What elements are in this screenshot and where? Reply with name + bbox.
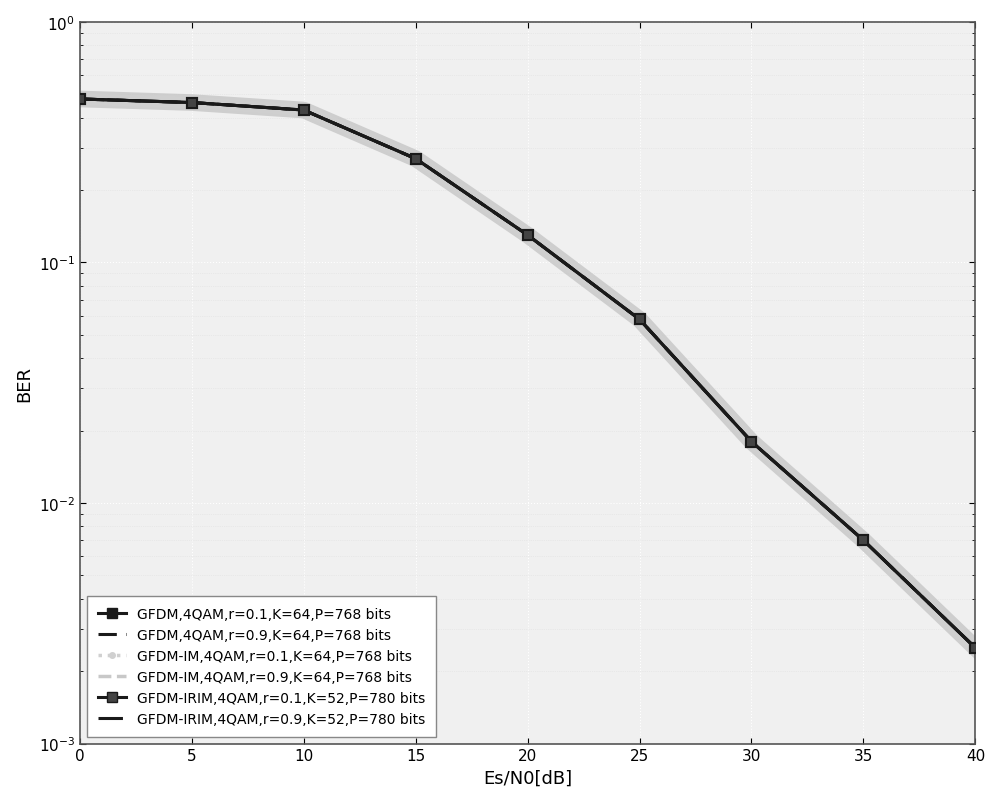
GFDM,4QAM,r=0.9,K=64,P=768 bits (745, 437, 757, 447)
GFDM-IRIM,4QAM,r=0.1,K=52,P=780 bits (74, 95, 86, 104)
X-axis label: Es/N0[dB]: Es/N0[dB] (483, 769, 572, 787)
GFDM,4QAM,r=0.1,K=64,P=768 bits (186, 99, 198, 108)
GFDM,4QAM,r=0.1,K=64,P=768 bits (969, 643, 981, 653)
GFDM-IRIM,4QAM,r=0.1,K=52,P=780 bits (634, 315, 646, 325)
GFDM-IRIM,4QAM,r=0.9,K=52,P=780 bits (857, 536, 869, 545)
GFDM-IRIM,4QAM,r=0.9,K=52,P=780 bits (298, 106, 310, 115)
GFDM,4QAM,r=0.1,K=64,P=768 bits (634, 315, 646, 325)
GFDM,4QAM,r=0.9,K=64,P=768 bits (522, 231, 534, 241)
GFDM,4QAM,r=0.1,K=64,P=768 bits (410, 155, 422, 164)
GFDM-IRIM,4QAM,r=0.9,K=52,P=780 bits (634, 315, 646, 325)
GFDM,4QAM,r=0.9,K=64,P=768 bits (857, 536, 869, 545)
GFDM-IRIM,4QAM,r=0.1,K=52,P=780 bits (410, 155, 422, 164)
GFDM-IRIM,4QAM,r=0.9,K=52,P=780 bits (745, 437, 757, 447)
GFDM-IRIM,4QAM,r=0.9,K=52,P=780 bits (74, 95, 86, 104)
Line: GFDM-IRIM,4QAM,r=0.9,K=52,P=780 bits: GFDM-IRIM,4QAM,r=0.9,K=52,P=780 bits (80, 99, 975, 648)
GFDM-IRIM,4QAM,r=0.1,K=52,P=780 bits (857, 536, 869, 545)
GFDM-IRIM,4QAM,r=0.1,K=52,P=780 bits (969, 643, 981, 653)
GFDM,4QAM,r=0.1,K=64,P=768 bits (857, 536, 869, 545)
GFDM,4QAM,r=0.9,K=64,P=768 bits (410, 155, 422, 164)
GFDM-IRIM,4QAM,r=0.1,K=52,P=780 bits (298, 106, 310, 115)
GFDM-IRIM,4QAM,r=0.1,K=52,P=780 bits (186, 99, 198, 108)
GFDM-IRIM,4QAM,r=0.9,K=52,P=780 bits (522, 231, 534, 241)
Line: GFDM,4QAM,r=0.1,K=64,P=768 bits: GFDM,4QAM,r=0.1,K=64,P=768 bits (75, 95, 980, 653)
GFDM-IRIM,4QAM,r=0.9,K=52,P=780 bits (969, 643, 981, 653)
GFDM,4QAM,r=0.9,K=64,P=768 bits (74, 95, 86, 104)
GFDM-IRIM,4QAM,r=0.1,K=52,P=780 bits (745, 437, 757, 447)
GFDM,4QAM,r=0.9,K=64,P=768 bits (298, 106, 310, 115)
GFDM,4QAM,r=0.1,K=64,P=768 bits (298, 106, 310, 115)
GFDM,4QAM,r=0.1,K=64,P=768 bits (522, 231, 534, 241)
Y-axis label: BER: BER (15, 365, 33, 401)
GFDM,4QAM,r=0.1,K=64,P=768 bits (74, 95, 86, 104)
Line: GFDM-IRIM,4QAM,r=0.1,K=52,P=780 bits: GFDM-IRIM,4QAM,r=0.1,K=52,P=780 bits (75, 95, 980, 653)
GFDM,4QAM,r=0.9,K=64,P=768 bits (634, 315, 646, 325)
GFDM-IRIM,4QAM,r=0.1,K=52,P=780 bits (522, 231, 534, 241)
GFDM-IRIM,4QAM,r=0.9,K=52,P=780 bits (186, 99, 198, 108)
GFDM,4QAM,r=0.1,K=64,P=768 bits (745, 437, 757, 447)
Legend: GFDM,4QAM,r=0.1,K=64,P=768 bits, GFDM,4QAM,r=0.9,K=64,P=768 bits, GFDM-IM,4QAM,r: GFDM,4QAM,r=0.1,K=64,P=768 bits, GFDM,4Q… (87, 596, 436, 737)
Line: GFDM,4QAM,r=0.9,K=64,P=768 bits: GFDM,4QAM,r=0.9,K=64,P=768 bits (80, 99, 975, 648)
GFDM,4QAM,r=0.9,K=64,P=768 bits (969, 643, 981, 653)
GFDM,4QAM,r=0.9,K=64,P=768 bits (186, 99, 198, 108)
GFDM-IRIM,4QAM,r=0.9,K=52,P=780 bits (410, 155, 422, 164)
